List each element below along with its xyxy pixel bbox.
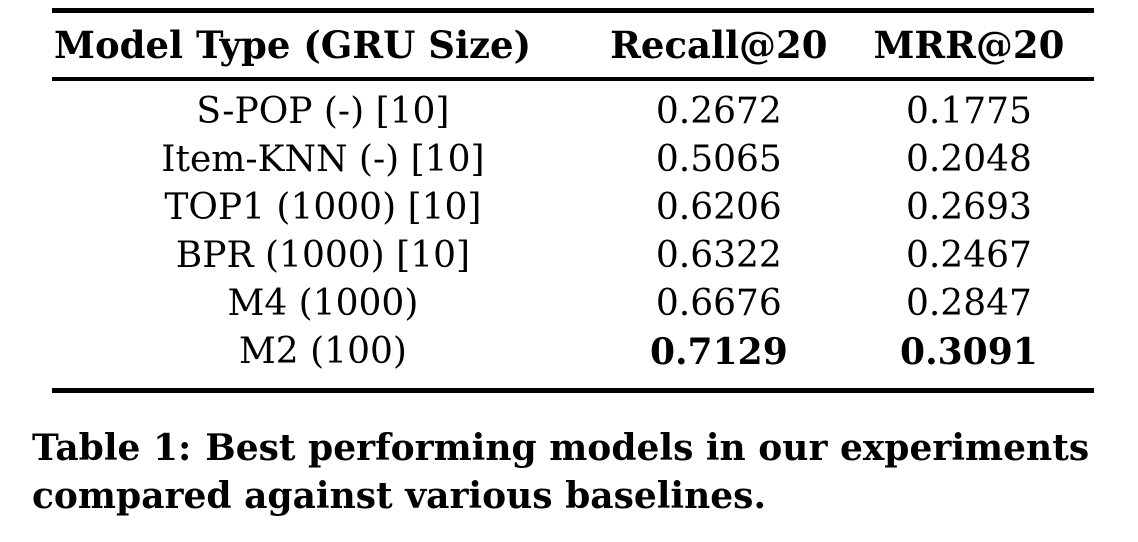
mrr-cell: 0.2048 [905, 139, 1032, 180]
table-bottom-rule [52, 388, 1094, 393]
model-cell: S-POP (-) [10] [196, 91, 450, 132]
recall-cell: 0.6676 [655, 283, 782, 324]
table-row: M2 (100) 0.7129 0.3091 [52, 328, 1094, 376]
table-caption-label: Table 1: [32, 427, 192, 469]
table-row: BPR (1000) [10] 0.6322 0.2467 [52, 232, 1094, 280]
table-caption-text: Best performing models in our experiment… [32, 427, 1090, 517]
recall-cell: 0.7129 [649, 331, 788, 373]
recall-cell: 0.6206 [655, 187, 782, 228]
table-caption: Table 1: Best performing models in our ex… [32, 424, 1116, 520]
mrr-cell: 0.3091 [900, 331, 1038, 373]
model-cell: Item-KNN (-) [10] [161, 139, 485, 180]
table-body: S-POP (-) [10] 0.2672 0.1775 Item-KNN (-… [52, 81, 1094, 388]
model-cell: M2 (100) [238, 331, 407, 372]
recall-cell: 0.5065 [655, 139, 782, 180]
mrr-cell: 0.2847 [905, 283, 1032, 324]
model-cell: M4 (1000) [227, 283, 419, 324]
table-row: TOP1 (1000) [10] 0.6206 0.2693 [52, 184, 1094, 232]
table-header-rule [52, 77, 1094, 81]
table-row: S-POP (-) [10] 0.2672 0.1775 [52, 88, 1094, 136]
model-cell: TOP1 (1000) [10] [164, 187, 482, 228]
mrr-cell: 0.2467 [905, 235, 1032, 276]
results-table: Model Type (GRU Size) Recall@20 MRR@20 S… [52, 8, 1094, 393]
table-row: Item-KNN (-) [10] 0.5065 0.2048 [52, 136, 1094, 184]
mrr-cell: 0.1775 [905, 91, 1032, 132]
model-cell: BPR (1000) [10] [175, 235, 471, 276]
table-header-row: Model Type (GRU Size) Recall@20 MRR@20 [52, 13, 1094, 77]
recall-cell: 0.2672 [655, 91, 782, 132]
mrr-cell: 0.2693 [905, 187, 1032, 228]
column-header-model-type: Model Type (GRU Size) [54, 22, 532, 67]
table-row: M4 (1000) 0.6676 0.2847 [52, 280, 1094, 328]
column-header-recall: Recall@20 [610, 22, 828, 67]
recall-cell: 0.6322 [655, 235, 782, 276]
table-top-rule [52, 8, 1094, 13]
column-header-mrr: MRR@20 [873, 22, 1065, 67]
